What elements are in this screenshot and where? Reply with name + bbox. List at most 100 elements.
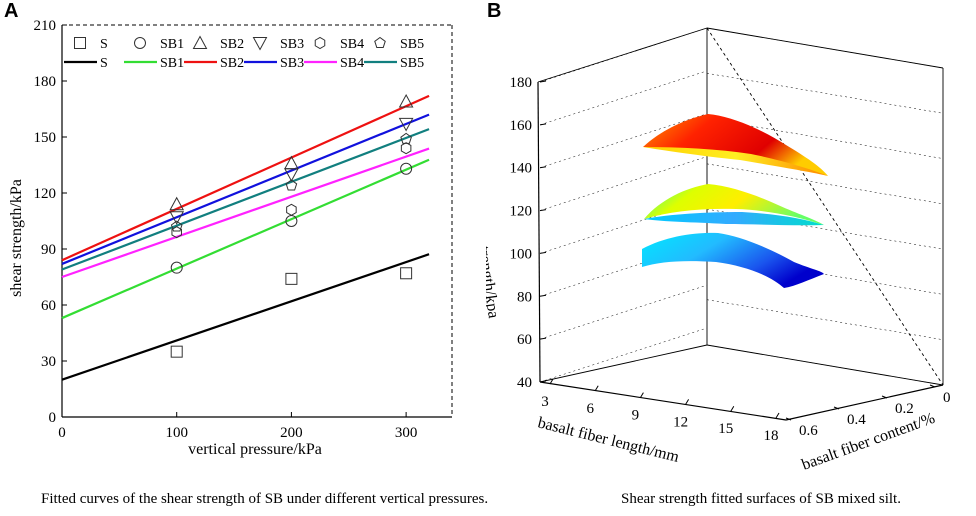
z-tick — [539, 337, 547, 340]
chart-a: 0 30 60 90 120 150 180 210 0 100 200 300 SS SB1 SB1 SB… — [8, 18, 453, 458]
fit-line-s — [61, 253, 430, 381]
box-top-left-edge — [537, 27, 708, 83]
box-back-floor-right — [706, 344, 944, 386]
chart-b-z-label: shear strength/kpa — [486, 201, 502, 319]
legend-marker-sb2 — [192, 35, 208, 49]
z-grid-left — [539, 113, 708, 168]
chart-a-x-label: vertical pressure/kPa — [188, 441, 322, 458]
z-tick-label: 100 — [510, 246, 533, 262]
surface-high-underside — [643, 139, 828, 176]
z-tick-label: 40 — [517, 375, 532, 391]
caption-right: Shear strength fitted surfaces of SB mix… — [621, 491, 901, 507]
legend-label-marker-sb3: SB3 — [280, 37, 304, 52]
legend-label-marker-sb4: SB4 — [340, 37, 364, 52]
fit-line-sb1 — [61, 158, 430, 320]
x3d-tick-label: 6 — [586, 401, 594, 417]
y-tick-label: 0 — [49, 410, 57, 426]
panel-label-b: B — [487, 0, 502, 22]
data-point-sb4 — [286, 203, 297, 216]
x-axis-3d — [539, 381, 787, 421]
y3d-tick — [881, 395, 888, 399]
chart-a-fit-lines — [61, 94, 430, 381]
z-axis-3d — [537, 81, 541, 383]
fit-line-sb4 — [61, 147, 430, 279]
y3d-tick — [833, 406, 840, 410]
x3d-tick-label: 3 — [541, 394, 549, 410]
z-tick — [539, 80, 547, 83]
legend-label-line-s: S — [100, 56, 108, 71]
y3d-tick-label: 0.6 — [799, 423, 818, 439]
x-tick-label: 200 — [280, 425, 303, 441]
z-tick — [539, 166, 547, 169]
data-point-sb2 — [398, 93, 414, 108]
y-tick-label: 30 — [41, 354, 56, 370]
chart-b-y-label: basalt fiber content/% — [800, 410, 938, 474]
box-back-floor-left — [539, 344, 708, 383]
z-grid-left — [539, 156, 708, 211]
y3d-tick — [785, 417, 792, 421]
caption-left: Fitted curves of the shear strength of S… — [41, 491, 489, 507]
x3d-tick — [549, 378, 554, 385]
z-grid-left — [539, 27, 708, 83]
data-point-s — [170, 345, 183, 358]
surface-high — [643, 114, 828, 176]
legend-marker-sb4 — [314, 36, 326, 50]
data-point-sb4 — [400, 142, 412, 155]
z-grid-left — [539, 70, 708, 126]
z-tick-label: 140 — [510, 161, 533, 177]
fit-line-sb5 — [61, 128, 430, 271]
y-tick-label: 90 — [41, 242, 56, 258]
y-axis-3d — [785, 384, 944, 421]
chart-a-axes: 0 30 60 90 120 150 180 210 0 100 200 300 — [34, 18, 453, 441]
x3d-tick — [639, 392, 644, 398]
surface-middle — [644, 184, 824, 225]
z-tick — [539, 123, 547, 126]
panel-label-a: A — [4, 0, 19, 22]
x3d-tick-label: 15 — [718, 421, 733, 437]
z-tick-label: 160 — [510, 118, 533, 134]
data-point-sb5 — [400, 132, 412, 144]
x3d-tick — [594, 385, 599, 392]
x3d-tick — [730, 405, 735, 412]
y-tick-label: 150 — [34, 130, 57, 146]
legend-label-line-sb1: SB1 — [160, 56, 184, 71]
data-point-sb5 — [170, 220, 183, 232]
x3d-tick-label: 9 — [632, 408, 640, 424]
legend-label-marker-sb1: SB1 — [160, 37, 184, 52]
z-tick-label: 120 — [510, 204, 533, 220]
data-point-sb5 — [285, 179, 298, 191]
x3d-tick — [685, 399, 690, 405]
legend-marker-s — [74, 37, 86, 49]
z-tick — [539, 294, 547, 297]
x3d-tick — [775, 412, 780, 419]
z-tick — [539, 209, 547, 212]
x3d-tick-label: 12 — [673, 414, 688, 430]
y-tick-label: 60 — [41, 298, 56, 314]
fit-line-sb3 — [61, 113, 430, 265]
y-tick-label: 120 — [34, 186, 57, 202]
z-grid-left — [539, 284, 708, 340]
legend-label-marker-sb2: SB2 — [220, 37, 244, 52]
legend-label-marker-s: S — [100, 37, 108, 52]
legend-label-line-sb5: SB5 — [400, 56, 424, 71]
z-tick-label: 80 — [517, 289, 532, 305]
chart-b-axes-box — [537, 27, 944, 421]
x-tick-label: 0 — [58, 425, 66, 441]
data-point-sb3 — [169, 211, 185, 225]
data-point-sb3 — [398, 117, 414, 132]
x3d-tick-label: 18 — [764, 428, 779, 444]
y-tick-label: 180 — [34, 74, 57, 90]
y-tick-label: 210 — [34, 18, 57, 34]
data-point-sb1 — [400, 162, 413, 175]
z-grid-right — [706, 299, 944, 340]
chart-a-points — [169, 93, 414, 358]
data-point-s — [285, 272, 298, 285]
z-tick-label: 180 — [510, 75, 533, 91]
data-point-s — [400, 267, 413, 280]
z-tick — [539, 251, 547, 254]
chart-a-legend: SS SB1 SB1 SB2 SB2 SB3 SB3 SB4 SB4 SB5 SB5 — [64, 35, 424, 71]
y3d-tick-label: 0 — [943, 390, 951, 406]
data-point-sb1 — [170, 261, 183, 274]
